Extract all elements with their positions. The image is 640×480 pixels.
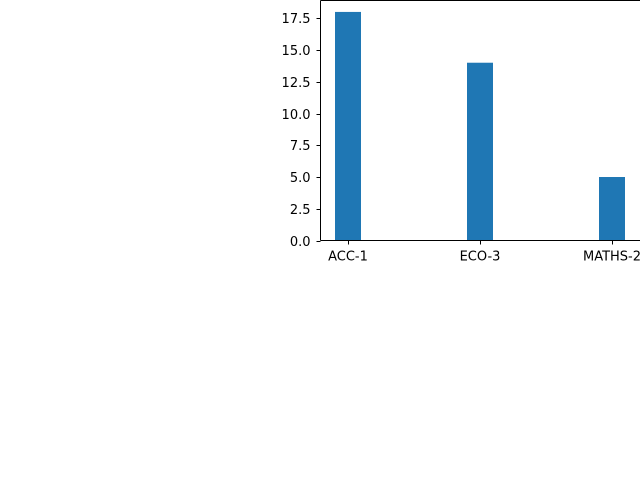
x-axis-ticks: ACC-1 ECO-3 MATHS-2 bbox=[328, 240, 640, 265]
y-tick-label: 17.5 bbox=[282, 12, 311, 27]
y-tick-label: 7.5 bbox=[290, 139, 311, 154]
y-tick-label: 15.0 bbox=[282, 44, 311, 59]
bar-acc-1 bbox=[335, 11, 361, 241]
y-axis-ticks: 0.0 2.5 5.0 7.5 10.0 12.5 15.0 17.5 bbox=[282, 12, 321, 250]
y-tick-label: 5.0 bbox=[290, 171, 311, 186]
bars-group bbox=[335, 11, 625, 241]
y-tick-label: 10.0 bbox=[282, 108, 311, 123]
y-tick-label: 0.0 bbox=[290, 235, 311, 250]
x-tick-label: ECO-3 bbox=[460, 250, 501, 265]
x-tick-label: MATHS-2 bbox=[583, 250, 640, 265]
bar-maths-2 bbox=[599, 177, 625, 241]
y-tick-label: 12.5 bbox=[282, 76, 311, 91]
y-tick-label: 2.5 bbox=[290, 203, 311, 218]
bar-eco-3 bbox=[467, 62, 493, 241]
x-tick-label: ACC-1 bbox=[328, 250, 368, 265]
